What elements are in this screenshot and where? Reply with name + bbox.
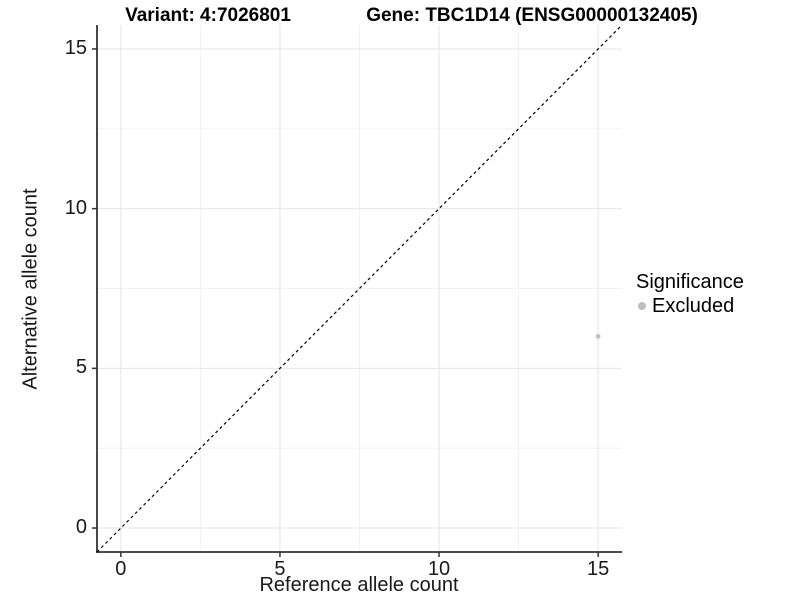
plot-title-gene: Gene: TBC1D14 (ENSG00000132405) [366,5,698,26]
legend-item-label: Excluded [652,295,735,317]
plot-title-variant: Variant: 4:7026801 [125,5,291,26]
y-tick-label: 15 [64,36,87,59]
legend: Significance Excluded [636,271,744,317]
data-point [595,334,601,339]
legend-title: Significance [636,271,744,293]
legend-items: Excluded [636,295,744,317]
y-tick-label: 0 [75,516,87,539]
identity-dashed-line [96,24,623,553]
y-axis-title: Alternative allele count [19,188,42,390]
legend-key-dot-icon [638,302,646,310]
x-tick-label: 15 [587,558,610,580]
x-tick-label: 0 [115,558,127,580]
x-tick-label: 10 [427,558,451,580]
x-axis-title: Reference allele count [259,574,459,596]
y-tick-label: 10 [64,196,87,219]
legend-item: Excluded [636,295,744,317]
x-tick-label: 5 [274,558,286,580]
y-tick-label: 5 [75,356,87,379]
